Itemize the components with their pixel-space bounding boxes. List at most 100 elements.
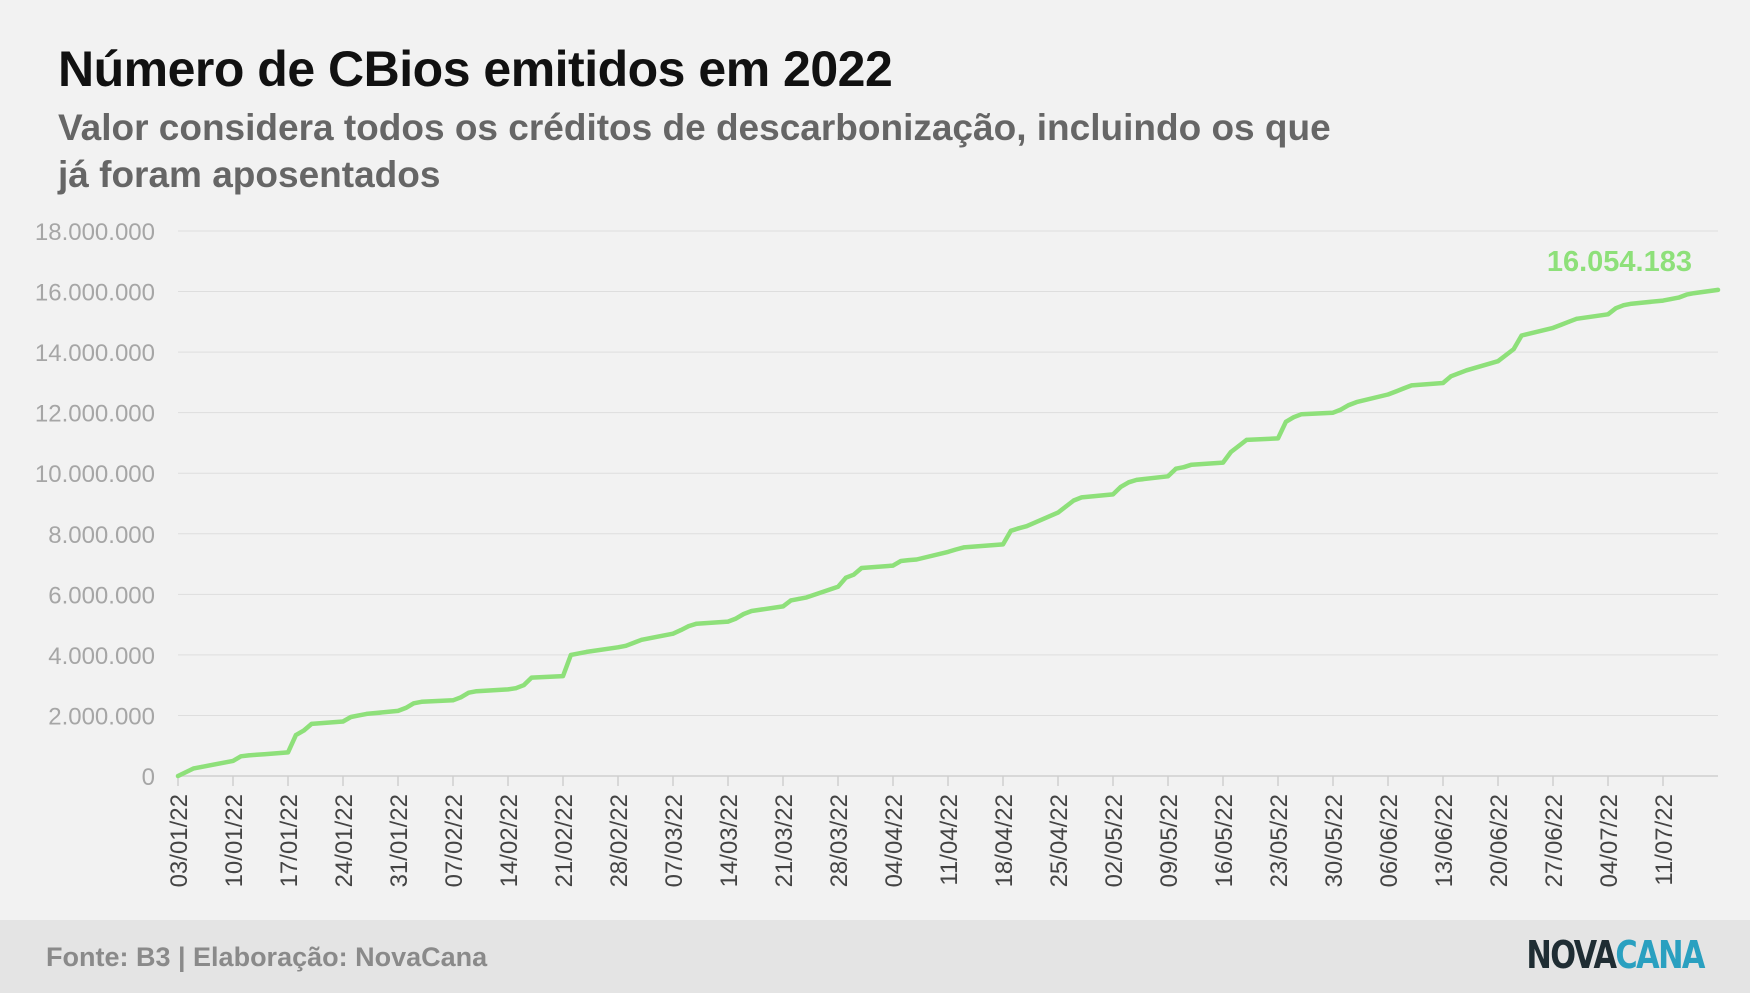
data-point <box>1574 316 1579 321</box>
data-point <box>914 557 919 562</box>
data-point <box>246 753 251 758</box>
data-point <box>1338 407 1343 412</box>
data-point <box>1331 410 1335 415</box>
data-point <box>1063 504 1068 509</box>
data-point <box>1001 542 1005 547</box>
data-point <box>1134 477 1139 482</box>
data-point <box>796 596 801 601</box>
chart-title: Número de CBios emitidos em 2022 <box>58 41 893 97</box>
data-point <box>1173 466 1178 471</box>
x-tick-label: 21/02/22 <box>551 794 578 887</box>
x-tick-label: 13/06/22 <box>1431 794 1458 887</box>
x-tick-label: 20/06/22 <box>1486 794 1513 887</box>
data-point <box>1629 301 1634 306</box>
data-point <box>561 674 565 679</box>
logo-text-nova: NOVA <box>1526 933 1618 977</box>
x-tick-label: 23/05/22 <box>1266 794 1293 887</box>
data-point <box>1676 295 1681 300</box>
data-point <box>741 612 746 617</box>
data-point <box>1299 412 1304 417</box>
x-tick-label: 17/01/22 <box>276 794 303 887</box>
data-point <box>1566 319 1571 324</box>
data-point <box>1613 306 1618 311</box>
data-point <box>403 705 408 710</box>
y-tick-label: 12.000.000 <box>35 401 155 428</box>
data-point <box>1024 524 1029 529</box>
footer: Fonte: B3 | Elaboração: NovaCana NOVACAN… <box>0 920 1750 993</box>
data-point <box>686 624 691 629</box>
data-point <box>301 728 306 733</box>
data-point <box>1386 392 1390 397</box>
x-tick-label: 31/01/22 <box>386 794 413 887</box>
data-point <box>1441 380 1445 385</box>
data-point <box>176 774 180 778</box>
data-point <box>961 545 966 550</box>
x-tick-label: 28/02/22 <box>606 794 633 887</box>
data-point <box>1346 403 1351 408</box>
data-point <box>804 595 809 600</box>
data-point <box>1401 386 1406 391</box>
x-tick-label: 16/05/22 <box>1211 794 1238 887</box>
data-point <box>419 699 424 704</box>
data-point <box>411 701 416 706</box>
data-point <box>851 572 856 577</box>
data-point <box>694 621 699 626</box>
x-tick-label: 21/03/22 <box>771 794 798 887</box>
data-point <box>671 631 675 636</box>
data-point <box>513 686 518 691</box>
data-point <box>639 637 644 642</box>
data-point <box>1692 291 1697 296</box>
data-point <box>623 643 628 648</box>
data-points <box>176 287 1720 778</box>
data-point <box>341 719 345 724</box>
data-point <box>1236 443 1241 448</box>
data-point <box>859 565 864 570</box>
data-point <box>1008 528 1013 533</box>
data-point <box>506 687 510 692</box>
data-point <box>726 619 730 624</box>
data-point <box>254 752 259 757</box>
logo-text-cana: CANA <box>1615 933 1706 977</box>
series-line <box>175 287 1721 779</box>
data-point <box>1606 312 1610 317</box>
data-point <box>309 721 314 726</box>
data-point <box>1221 460 1225 465</box>
x-tick-label: 27/06/22 <box>1541 794 1568 887</box>
data-point <box>1111 492 1115 497</box>
data-point <box>1056 510 1060 515</box>
data-point <box>1354 400 1359 405</box>
x-tick-label: 14/03/22 <box>716 794 743 887</box>
data-point <box>781 604 785 609</box>
novacana-logo: NOVACANA <box>1526 933 1706 979</box>
data-point <box>1283 419 1288 424</box>
x-tick-label: 07/02/22 <box>441 794 468 887</box>
data-point <box>906 558 911 563</box>
data-point <box>1496 359 1500 364</box>
data-point <box>1668 297 1673 302</box>
data-point <box>458 695 463 700</box>
data-point <box>1126 480 1131 485</box>
data-point <box>348 714 353 719</box>
data-point <box>898 559 903 564</box>
data-point <box>474 689 479 694</box>
y-tick-label: 18.000.000 <box>35 219 155 246</box>
data-point <box>568 652 573 657</box>
data-point <box>1621 303 1626 308</box>
y-tick-label: 4.000.000 <box>48 643 155 670</box>
x-tick-label: 04/07/22 <box>1596 794 1623 887</box>
data-point <box>1079 495 1084 500</box>
data-point <box>1393 389 1398 394</box>
x-tick-label: 30/05/22 <box>1321 794 1348 887</box>
data-point <box>733 616 738 621</box>
data-point <box>616 645 620 650</box>
data-point <box>836 584 840 589</box>
data-point <box>356 713 361 718</box>
x-tick-label: 04/04/22 <box>881 794 908 887</box>
data-point <box>1016 526 1021 531</box>
data-point <box>1558 322 1563 327</box>
data-point <box>1189 462 1194 467</box>
x-tick-label: 24/01/22 <box>331 794 358 887</box>
line-chart: 0 2.000.000 4.000.000 6.000.000 8.000.000 10.… <box>35 219 1721 887</box>
data-point <box>843 575 848 580</box>
data-point <box>191 766 196 771</box>
